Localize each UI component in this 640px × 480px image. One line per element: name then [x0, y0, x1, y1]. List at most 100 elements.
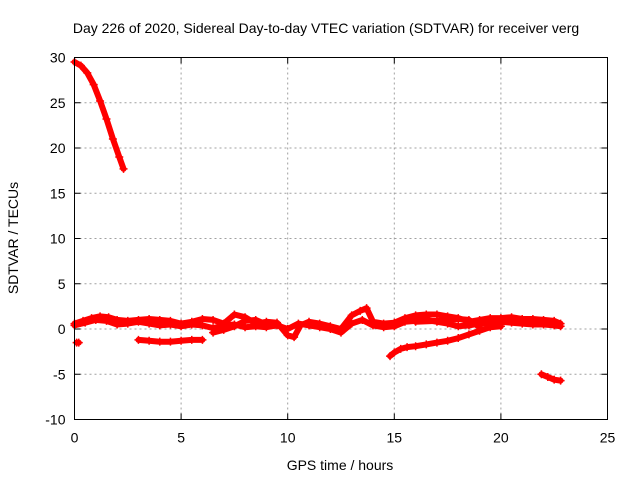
data-point: [283, 325, 292, 333]
series-sdtvar: [70, 58, 565, 385]
data-point: [443, 336, 452, 345]
y-tick-label: 5: [58, 276, 66, 292]
data-point: [362, 304, 371, 313]
x-tick-label: 0: [71, 430, 79, 446]
data-point: [102, 316, 111, 325]
data-point: [543, 372, 552, 381]
data-point: [400, 317, 409, 326]
data-point: [537, 370, 546, 379]
data-point: [108, 134, 117, 143]
data-point: [166, 320, 175, 329]
data-point: [198, 335, 207, 344]
data-point: [454, 315, 463, 324]
data-point: [379, 323, 388, 332]
data-point: [347, 311, 356, 320]
data-point: [155, 337, 164, 346]
data-point: [432, 316, 441, 325]
data-point: [209, 315, 218, 324]
data-point: [209, 328, 218, 337]
x-tick-label: 10: [280, 430, 296, 446]
data-point: [390, 322, 399, 331]
data-series-trace: [71, 59, 127, 172]
data-point: [81, 318, 90, 327]
data-point: [411, 342, 420, 351]
data-point: [556, 322, 565, 331]
data-point: [305, 321, 314, 330]
data-point: [166, 337, 175, 346]
data-point: [273, 321, 282, 330]
data-point: [556, 376, 565, 385]
data-point: [187, 320, 196, 329]
x-axis-label: GPS time / hours: [287, 457, 394, 473]
data-point: [464, 330, 473, 339]
data-point: [262, 320, 271, 329]
data-point: [113, 320, 122, 329]
data-point: [539, 320, 548, 329]
data-point: [396, 344, 405, 353]
grid: [74, 57, 608, 420]
y-tick-label: 10: [50, 231, 66, 247]
data-point: [230, 310, 239, 319]
x-tick-label: 5: [177, 430, 185, 446]
data-point: [145, 319, 154, 328]
data-point: [230, 322, 239, 331]
data-point: [337, 328, 345, 337]
chart-title: Day 226 of 2020, Sidereal Day-to-day VTE…: [73, 20, 579, 36]
data-point: [177, 336, 186, 345]
data-point: [432, 338, 441, 347]
data-point: [134, 317, 143, 326]
data-point: [89, 80, 98, 89]
x-tick-label: 20: [493, 430, 509, 446]
data-point: [219, 325, 228, 334]
data-point: [315, 323, 324, 332]
data-point: [241, 316, 250, 325]
y-tick-label: 25: [50, 95, 66, 111]
data-point: [358, 315, 367, 324]
data-point: [518, 319, 527, 328]
data-point: [368, 321, 377, 330]
data-point: [422, 340, 431, 349]
x-tick-label: 15: [387, 430, 403, 446]
data-point: [486, 323, 495, 332]
data-point: [76, 61, 85, 70]
data-point: [347, 319, 356, 328]
data-point: [390, 348, 399, 357]
data-point: [177, 322, 186, 331]
data-point: [386, 352, 395, 361]
y-tick-label: 30: [50, 50, 66, 66]
data-point: [326, 325, 335, 333]
data-point: [496, 322, 505, 331]
data-point: [507, 318, 516, 327]
data-point: [464, 315, 473, 324]
data-point: [454, 334, 463, 343]
data-point: [550, 321, 559, 330]
data-point: [119, 164, 128, 173]
data-point: [74, 338, 83, 347]
data-point: [187, 335, 196, 344]
data-point: [403, 343, 412, 352]
y-tick-label: 0: [58, 321, 66, 337]
data-point: [115, 153, 124, 162]
data-point: [251, 315, 260, 324]
data-point: [155, 321, 164, 330]
x-tick-label: 25: [600, 430, 616, 446]
data-point: [96, 96, 105, 105]
y-tick-label: -10: [45, 412, 65, 428]
data-point: [145, 336, 154, 345]
data-point: [83, 68, 92, 77]
data-point: [290, 333, 299, 342]
axis-ticks: 0 5 10 15 20 25 -10 -5 0 5 10 15 20 25 30: [45, 50, 615, 446]
y-tick-label: -5: [53, 366, 66, 382]
data-point: [294, 319, 303, 328]
data-point: [550, 375, 559, 384]
data-point: [454, 322, 463, 331]
data-point: [102, 115, 111, 124]
data-point: [134, 335, 143, 344]
y-axis-label: SDTVAR / TECUs: [5, 182, 21, 294]
data-layer: [70, 58, 565, 385]
data-point: [356, 306, 365, 315]
data-point: [411, 317, 420, 326]
data-point: [475, 326, 484, 335]
data-point: [91, 315, 100, 324]
